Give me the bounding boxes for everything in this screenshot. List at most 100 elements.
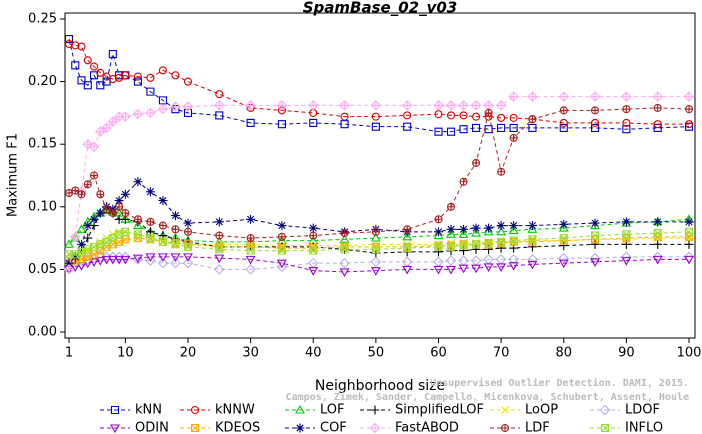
marker xyxy=(446,111,456,120)
marker xyxy=(527,254,538,265)
marker xyxy=(559,219,569,229)
marker xyxy=(146,87,155,96)
plot-frame xyxy=(64,12,696,339)
marker xyxy=(446,224,456,234)
marker xyxy=(497,237,506,246)
marker xyxy=(107,255,118,265)
marker xyxy=(245,100,256,111)
x-tick-label: 80 xyxy=(555,346,572,361)
marker xyxy=(653,103,662,112)
marker xyxy=(558,222,569,232)
marker xyxy=(559,123,568,132)
marker xyxy=(171,105,180,114)
marker xyxy=(82,138,94,150)
marker xyxy=(145,107,156,119)
marker xyxy=(402,231,413,241)
marker xyxy=(339,257,350,269)
marker xyxy=(496,263,507,273)
marker xyxy=(508,262,519,271)
marker xyxy=(158,237,167,246)
marker xyxy=(622,118,631,127)
watermark: Unsupervised Outlier Detection. DAMI, 20… xyxy=(430,377,689,389)
marker xyxy=(246,214,256,224)
marker xyxy=(471,244,481,254)
marker xyxy=(652,91,663,102)
marker xyxy=(559,106,568,115)
marker xyxy=(459,241,468,250)
legend-marker xyxy=(600,423,610,433)
marker xyxy=(171,240,180,249)
marker xyxy=(121,209,130,218)
marker xyxy=(133,230,142,239)
legend-marker xyxy=(190,423,200,433)
marker xyxy=(508,254,519,265)
legend-marker xyxy=(295,423,305,433)
legend-marker xyxy=(295,404,305,414)
marker xyxy=(214,100,225,111)
marker xyxy=(245,255,256,265)
marker xyxy=(558,91,570,102)
marker xyxy=(559,241,569,251)
marker xyxy=(96,68,105,77)
marker xyxy=(108,209,117,218)
marker xyxy=(88,141,100,152)
x-tick-label: 30 xyxy=(242,346,259,361)
marker xyxy=(246,246,255,255)
marker xyxy=(83,56,92,65)
marker xyxy=(215,111,224,120)
marker xyxy=(484,223,494,233)
marker xyxy=(158,96,167,105)
x-tick-label: 1 xyxy=(65,346,73,361)
marker xyxy=(446,127,456,136)
marker xyxy=(277,232,286,241)
legend-marker xyxy=(599,404,611,416)
marker xyxy=(527,91,538,102)
marker xyxy=(133,215,142,224)
marker xyxy=(77,42,86,51)
y-tick-label: 0.00 xyxy=(28,325,57,340)
marker xyxy=(214,217,224,227)
legend-label: kNNW xyxy=(215,403,255,418)
marker xyxy=(528,115,537,124)
marker xyxy=(371,227,380,236)
marker xyxy=(370,267,381,276)
marker xyxy=(69,231,81,243)
marker xyxy=(83,180,92,189)
marker xyxy=(276,259,287,269)
marker xyxy=(102,205,111,214)
marker xyxy=(527,224,538,233)
legend-label: SimplifiedLOF xyxy=(395,403,484,418)
marker xyxy=(158,66,167,75)
marker xyxy=(527,260,538,270)
marker xyxy=(108,50,117,59)
marker xyxy=(403,122,412,131)
marker xyxy=(509,133,518,142)
marker xyxy=(340,245,349,254)
marker xyxy=(590,239,600,249)
marker xyxy=(277,246,286,255)
marker xyxy=(622,230,631,239)
marker xyxy=(483,226,494,236)
marker xyxy=(589,91,601,102)
x-tick-label: 40 xyxy=(305,346,322,361)
x-tick-label: 90 xyxy=(618,346,635,361)
marker xyxy=(182,257,194,269)
marker xyxy=(183,242,193,251)
marker xyxy=(653,239,663,249)
marker xyxy=(183,77,193,86)
marker xyxy=(340,120,349,129)
marker xyxy=(114,196,124,206)
y-axis-label: Maximum F1 xyxy=(6,133,21,217)
marker xyxy=(121,71,130,80)
marker xyxy=(497,113,506,122)
marker xyxy=(132,108,144,120)
y-tick-label: 0.15 xyxy=(28,137,57,152)
marker xyxy=(158,221,167,230)
marker xyxy=(215,90,224,99)
marker xyxy=(64,239,74,248)
marker xyxy=(277,120,286,129)
legend-label: LoOP xyxy=(525,403,558,418)
legend-marker xyxy=(500,423,510,433)
marker xyxy=(495,100,507,111)
marker xyxy=(157,253,168,262)
